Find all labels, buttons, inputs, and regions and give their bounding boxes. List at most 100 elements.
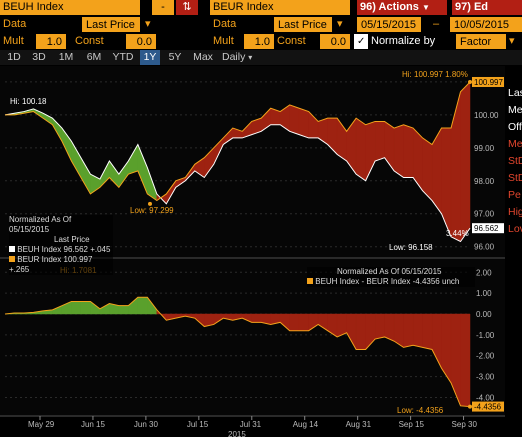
spread-segment bbox=[194, 157, 205, 178]
ticker1-dropdown[interactable]: - bbox=[152, 0, 174, 15]
right-tag-2: 96.562 bbox=[474, 224, 499, 233]
start-date-input[interactable]: 05/15/2015 bbox=[357, 17, 421, 32]
normalize-select[interactable]: Factor bbox=[456, 34, 506, 49]
spread-area-segment bbox=[279, 313, 290, 332]
const1-input[interactable]: 0.0 bbox=[126, 34, 156, 49]
spread-area-segment bbox=[99, 303, 110, 315]
spread-area-segment bbox=[346, 313, 357, 351]
spread-segment bbox=[251, 117, 262, 135]
x-tick-label: May 29 bbox=[28, 420, 55, 429]
spread-area-segment bbox=[422, 313, 433, 350]
spread-area-segment bbox=[185, 313, 196, 319]
y-tick-label: 2.00 bbox=[476, 268, 492, 277]
spread-area-segment bbox=[327, 313, 338, 338]
tab-5y[interactable]: 5Y bbox=[168, 51, 182, 63]
x-tick-label: Jun 15 bbox=[81, 420, 106, 429]
edit-button[interactable]: 97) Ed bbox=[452, 0, 522, 15]
spread-segment bbox=[23, 108, 34, 114]
ticker1-field[interactable]: BEUH Index bbox=[0, 0, 140, 15]
chevron-down-icon[interactable]: ▾ bbox=[145, 18, 151, 30]
mult2-input[interactable]: 1.0 bbox=[244, 34, 274, 49]
period-select[interactable]: Daily ▾ bbox=[222, 50, 262, 65]
y-tick-label: 96.00 bbox=[474, 243, 495, 252]
normalize-checkbox[interactable]: ✓ bbox=[354, 34, 368, 49]
legend-change: unch bbox=[442, 277, 460, 286]
legend-series-name: BEUH Index bbox=[17, 245, 62, 254]
data1-select[interactable]: Last Price bbox=[82, 17, 140, 32]
legend-series-name: BEUR Index bbox=[17, 255, 62, 264]
mult-label: Mult bbox=[3, 35, 24, 47]
tab-6m[interactable]: 6M bbox=[86, 51, 102, 63]
spread-area-segment bbox=[374, 313, 385, 340]
mult1-input[interactable]: 1.0 bbox=[36, 34, 66, 49]
x-tick-label: Sep 15 bbox=[399, 420, 425, 429]
tab-1m[interactable]: 1M bbox=[58, 51, 74, 63]
ticker2-field[interactable]: BEUR Index bbox=[210, 0, 350, 15]
chevron-down-icon[interactable]: ▾ bbox=[509, 35, 515, 47]
header-row-1: BEUH Index - ⇅ BEUR Index 96) Actions ▼ … bbox=[0, 0, 522, 16]
side-panel-item: Pe bbox=[508, 189, 521, 201]
chevron-down-icon[interactable]: ▾ bbox=[337, 18, 343, 30]
spread-segment bbox=[109, 160, 120, 188]
actions-button[interactable]: 96) Actions ▼ bbox=[357, 0, 447, 15]
spread-segment bbox=[232, 127, 243, 139]
swap-icon[interactable]: ⇅ bbox=[176, 0, 198, 15]
tab-1y[interactable]: 1Y bbox=[140, 50, 160, 65]
x-tick-label: Aug 31 bbox=[346, 420, 372, 429]
tab-1d[interactable]: 1D bbox=[7, 51, 21, 63]
spread-area-segment bbox=[308, 313, 319, 332]
spread-segment bbox=[52, 117, 63, 143]
spread-segment bbox=[336, 117, 347, 162]
normalize-label: Normalize by bbox=[371, 35, 436, 47]
bottom-low-marker bbox=[468, 404, 472, 409]
right-tag-bg bbox=[472, 223, 504, 234]
spread-segment bbox=[355, 117, 366, 182]
spread-area-segment bbox=[355, 313, 366, 350]
x-year-label: 2015 bbox=[228, 430, 246, 437]
diff-label: 3.44% bbox=[446, 229, 469, 238]
y-tick-label: -3.00 bbox=[476, 373, 495, 382]
data2-select[interactable]: Last Price bbox=[274, 17, 332, 32]
const2-input[interactable]: 0.0 bbox=[320, 34, 350, 49]
mult2-label: Mult bbox=[213, 35, 234, 47]
legend-change: +.045 bbox=[90, 245, 111, 254]
y-tick-label: 97.00 bbox=[474, 210, 495, 219]
spread-area-segment bbox=[156, 309, 167, 321]
spread-segment bbox=[4, 112, 15, 116]
spread-segment bbox=[156, 193, 167, 205]
spread-segment bbox=[80, 156, 91, 195]
spread-area-segment bbox=[52, 305, 63, 315]
spread-area-segment bbox=[251, 313, 262, 323]
bottom-legend-title: Normalized As Of 05/15/2015 bbox=[337, 267, 442, 276]
chevron-down-icon: ▾ bbox=[248, 53, 253, 62]
spread-segment bbox=[374, 121, 385, 162]
spread-area-segment bbox=[393, 313, 404, 348]
spread-area-segment bbox=[412, 313, 423, 348]
legend-row-beur: BEUR Index 100.997 +.265 bbox=[9, 255, 113, 275]
tab-3d[interactable]: 3D bbox=[32, 51, 46, 63]
end-date-input[interactable]: 10/05/2015 bbox=[450, 17, 522, 32]
header-row-3: Mult 1.0 Const 0.0 Mult 1.0 Const 0.0 ✓ … bbox=[0, 34, 522, 50]
spread-segment bbox=[71, 140, 82, 179]
legend-row-spread: BEUH Index - BEUR Index -4.4356 unch bbox=[307, 277, 475, 287]
tab-max[interactable]: Max bbox=[193, 51, 213, 63]
spread-area-segment bbox=[71, 301, 82, 315]
top-legend: Normalized As Of 05/15/2015 Last Price B… bbox=[9, 215, 113, 275]
y-tick-label: -4.00 bbox=[476, 393, 495, 402]
const-label: Const bbox=[75, 35, 104, 47]
tab-ytd[interactable]: YTD bbox=[112, 51, 134, 63]
spread-segment bbox=[441, 127, 452, 237]
spread-area-segment bbox=[431, 313, 442, 369]
series-line-spread bbox=[4, 296, 471, 408]
spread-segment bbox=[460, 81, 471, 243]
data-label: Data bbox=[3, 18, 27, 30]
spread-segment bbox=[185, 163, 196, 182]
const2-label: Const bbox=[277, 35, 306, 47]
low-marker bbox=[148, 201, 152, 206]
spread-area-segment bbox=[450, 313, 461, 406]
spread-area-segment bbox=[23, 312, 34, 315]
spread-area-segment bbox=[460, 313, 471, 407]
spread-area-segment bbox=[194, 313, 205, 328]
spread-segment bbox=[166, 180, 177, 205]
spread-area-segment bbox=[403, 313, 414, 348]
